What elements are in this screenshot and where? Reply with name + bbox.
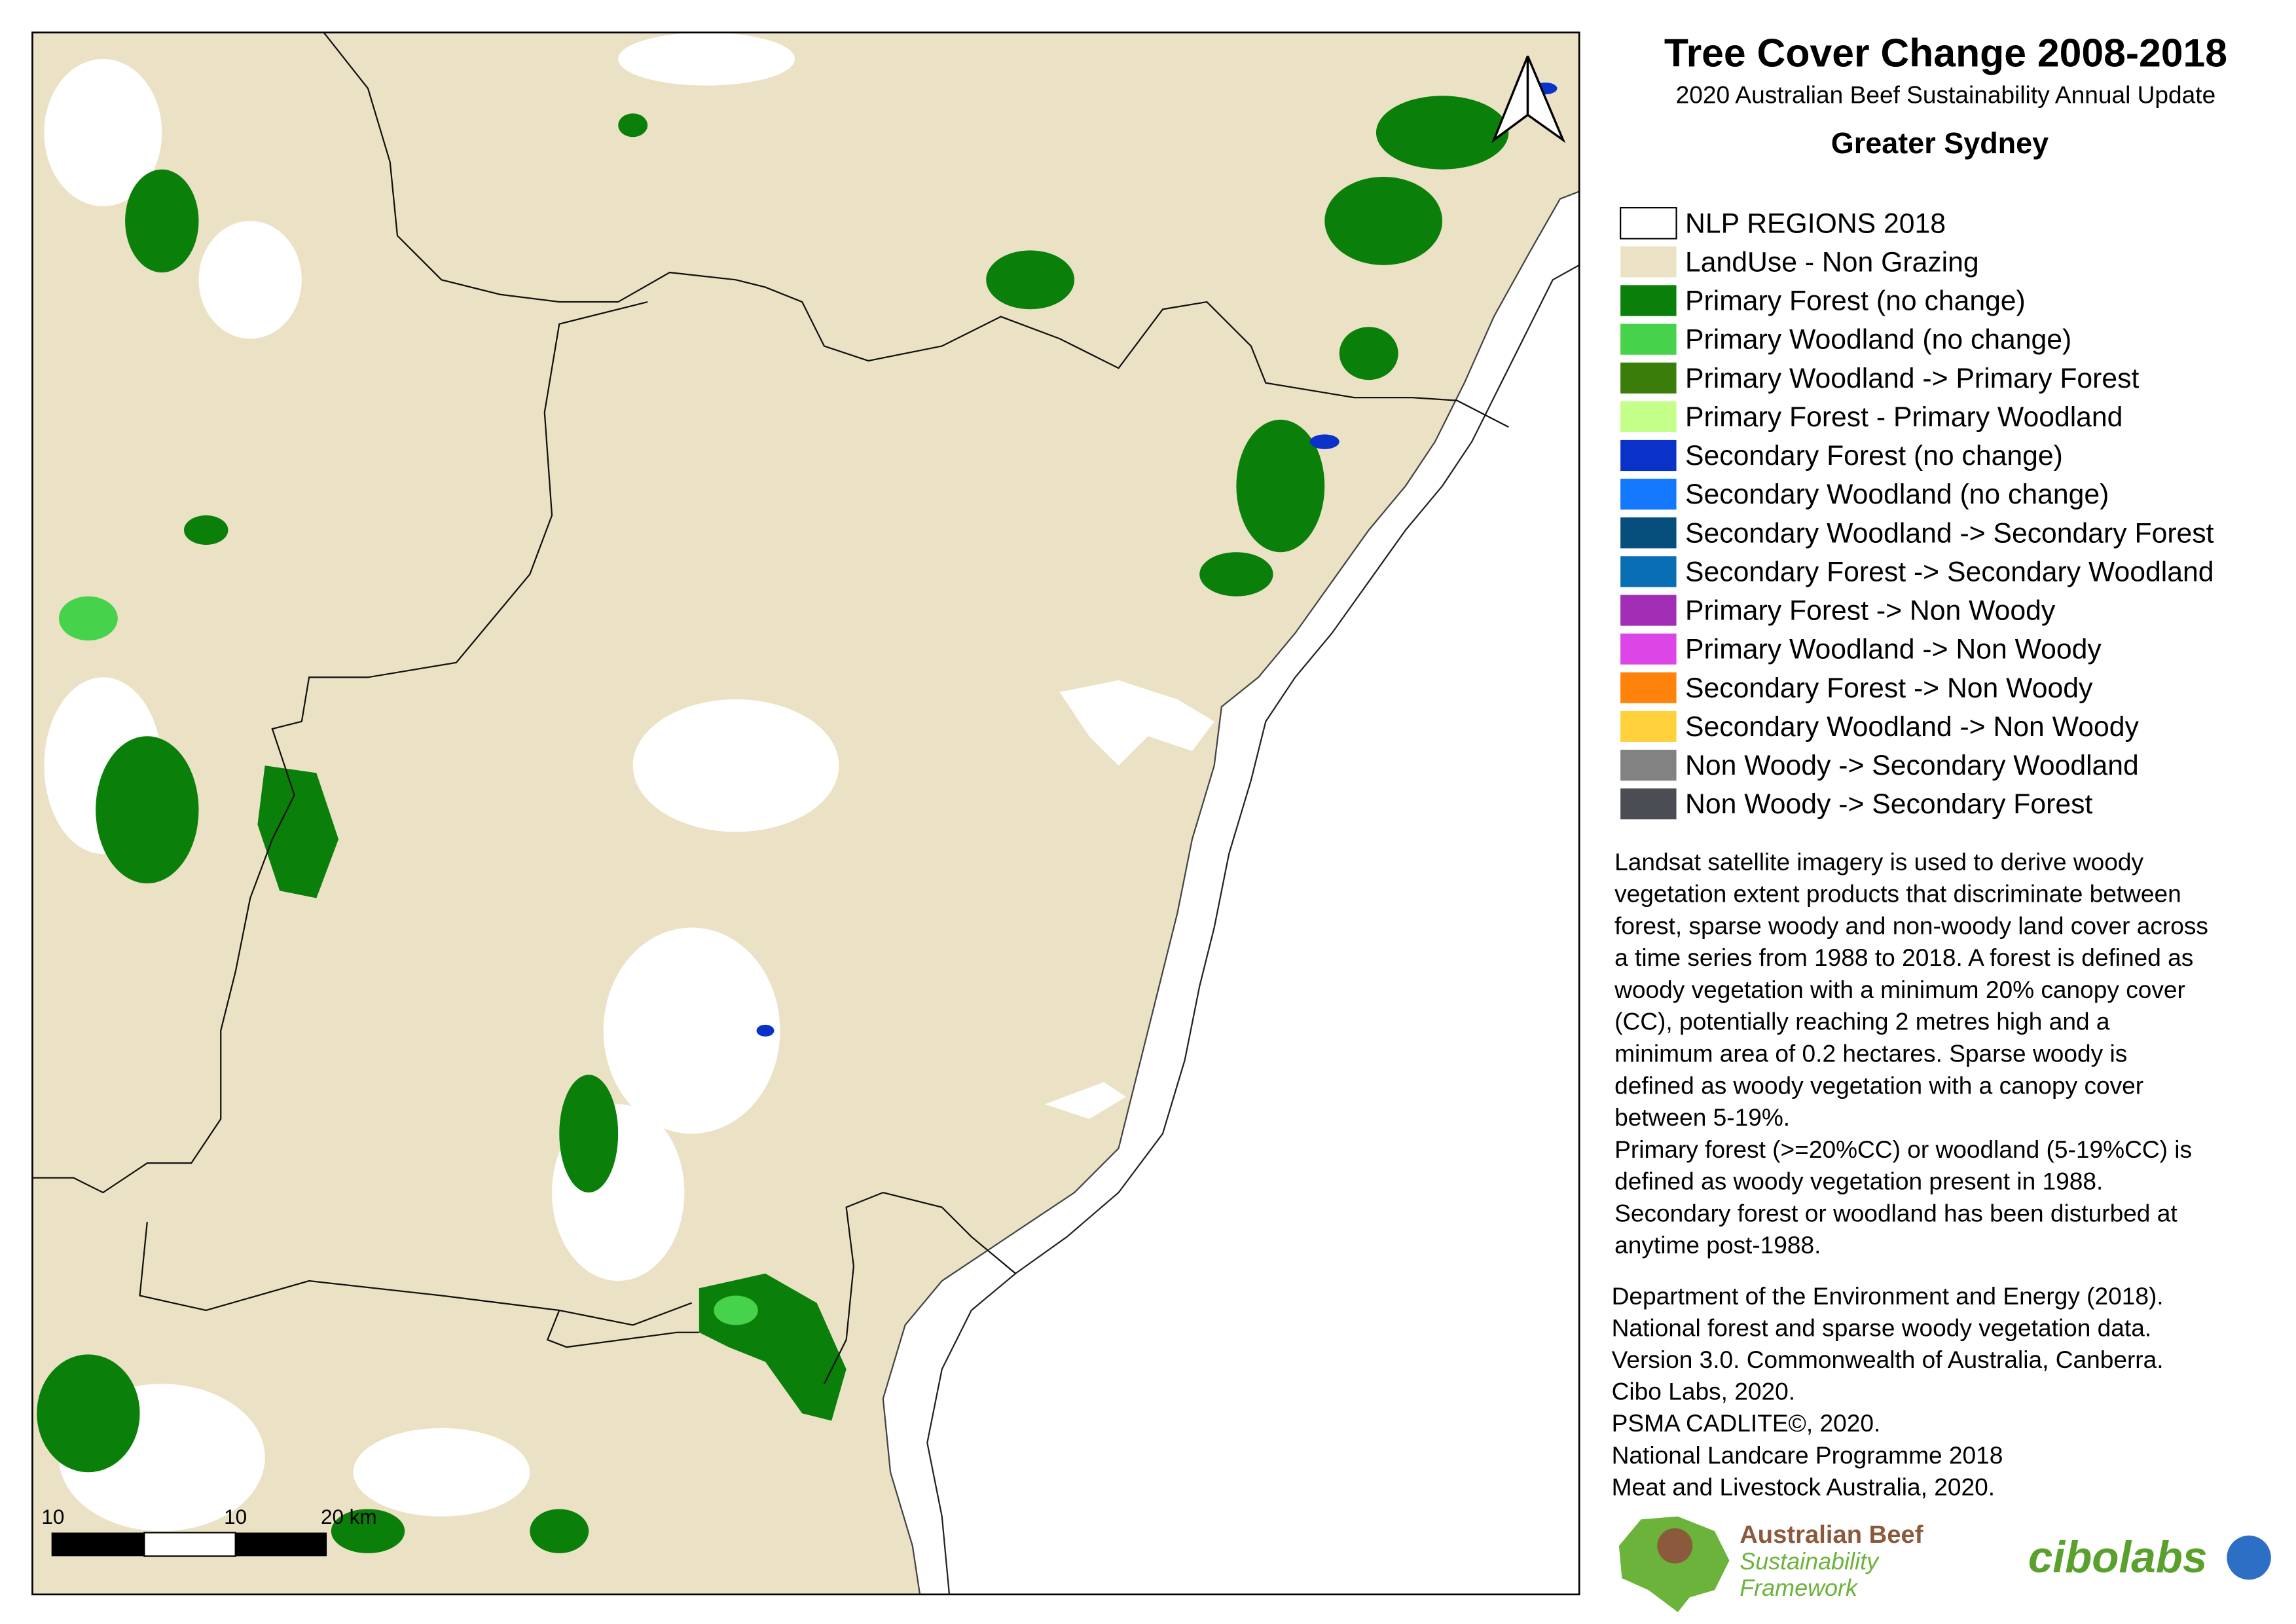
legend-swatch [1620, 556, 1677, 587]
description-line: a time series from 1988 to 2018. A fores… [1614, 944, 2193, 971]
legend-label: Secondary Woodland -> Non Woody [1685, 711, 2139, 743]
legend-swatch [1620, 749, 1677, 781]
legend: NLP REGIONS 2018 LandUse - Non Grazing Pri… [1620, 207, 2214, 820]
scale-bar: 10 10 20 km [41, 1505, 377, 1557]
subtitle: 2020 Australian Beef Sustainability Annu… [1676, 81, 2216, 109]
description-line: Secondary forest or woodland has been di… [1614, 1199, 2178, 1227]
description-line: vegetation extent products that discrimi… [1614, 880, 2181, 908]
legend-label: Secondary Woodland (no change) [1685, 479, 2109, 510]
description-line: minimum area of 0.2 hectares. Sparse woo… [1614, 1039, 2127, 1067]
coastline [882, 191, 1580, 1595]
logo-text: Sustainability [1740, 1548, 1880, 1575]
description: Landsat satellite imagery is used to der… [1614, 848, 2208, 1259]
description-line: Landsat satellite imagery is used to der… [1614, 848, 2143, 876]
description-line: (CC), potentially reaching 2 metres high… [1614, 1008, 2110, 1035]
legend-swatch [1620, 633, 1677, 665]
legend-label: Secondary Woodland -> Secondary Forest [1685, 517, 2214, 549]
reference-line: National Landcare Programme 2018 [1612, 1441, 2003, 1469]
unmapped-areas [44, 32, 1214, 1532]
legend-swatch [1620, 479, 1677, 510]
reference-line: National forest and sparse woody vegetat… [1612, 1314, 2151, 1342]
legend-label: LandUse - Non Grazing [1685, 247, 1979, 278]
description-line: woody vegetation with a minimum 20% cano… [1614, 976, 2185, 1003]
reference-line: PSMA CADLITE©, 2020. [1612, 1409, 1881, 1437]
reference-line: Version 3.0. Commonwealth of Australia, … [1612, 1346, 2164, 1373]
description-line: anytime post-1988. [1614, 1231, 1821, 1259]
region-name: Greater Sydney [1831, 126, 2049, 160]
legend-swatch [1620, 517, 1677, 549]
legend-swatch [1620, 710, 1677, 742]
legend-label: NLP REGIONS 2018 [1685, 208, 1946, 239]
region-boundaries [32, 31, 1509, 1384]
scale-label: 10 [224, 1505, 247, 1528]
description-line: defined as woody vegetation present in 1… [1614, 1168, 2103, 1195]
legend-swatch [1620, 323, 1677, 355]
description-line: defined as woody vegetation with a canop… [1614, 1071, 2143, 1099]
scale-label: 10 [41, 1505, 64, 1528]
legend-label: Primary Forest (no change) [1685, 286, 2026, 317]
legend-swatch [1620, 246, 1677, 278]
scale-label: 20 km [321, 1505, 377, 1528]
legend-label: Secondary Forest -> Non Woody [1685, 673, 2093, 704]
cibolabs-logo: cibolabs [2028, 1533, 2271, 1582]
reference-line: Meat and Livestock Australia, 2020. [1612, 1473, 1995, 1500]
reference-line: Cibo Labs, 2020. [1612, 1378, 1795, 1405]
logo-text: Australian Beef [1740, 1521, 1923, 1549]
north-arrow [1491, 55, 1566, 143]
legend-label: Non Woody -> Secondary Forest [1685, 788, 2092, 820]
reference-line: Department of the Environment and Energy… [1612, 1282, 2164, 1310]
map: 10 10 20 km [31, 31, 1580, 1596]
logo-text: cibolabs [2028, 1533, 2208, 1582]
legend-label: Secondary Forest -> Secondary Woodland [1685, 557, 2214, 588]
woodland-patches [58, 596, 758, 1325]
legend-label: Primary Forest -> Non Woody [1685, 595, 2056, 627]
legend-swatch [1620, 285, 1677, 316]
legend-label: Primary Forest - Primary Woodland [1685, 401, 2123, 433]
legend-swatch [1620, 672, 1677, 703]
description-line: Primary forest (>=20%CC) or woodland (5-… [1614, 1135, 2192, 1163]
legend-label: Primary Woodland -> Non Woody [1685, 634, 2102, 665]
description-line: forest, sparse woody and non-woody land … [1614, 912, 2208, 939]
description-line: between 5-19%. [1614, 1103, 1790, 1131]
legend-swatch [1620, 362, 1677, 394]
legend-swatch [1620, 401, 1677, 432]
legend-label: Primary Woodland -> Primary Forest [1685, 363, 2139, 394]
maritime-boundary [926, 264, 1580, 1595]
legend-label: Non Woody -> Secondary Woodland [1685, 750, 2139, 781]
legend-swatch [1620, 788, 1677, 820]
legend-swatch [1620, 207, 1677, 240]
legend-label: Secondary Forest (no change) [1685, 440, 2063, 471]
map-frame [31, 31, 1580, 1596]
legend-label: Primary Woodland (no change) [1685, 324, 2071, 356]
logo-text: Framework [1740, 1574, 1859, 1601]
references: Department of the Environment and Energy… [1612, 1282, 2164, 1500]
legend-swatch [1620, 595, 1677, 626]
title: Tree Cover Change 2008-2018 [1664, 30, 2227, 75]
legend-swatch [1620, 439, 1677, 471]
abs-logo: Australian Beef Sustainability Framework [1618, 1516, 1923, 1612]
